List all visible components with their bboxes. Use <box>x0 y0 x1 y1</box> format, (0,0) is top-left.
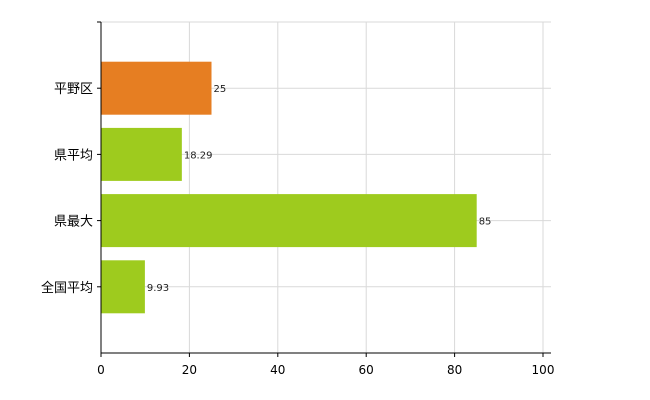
x-tick-label: 60 <box>359 363 374 377</box>
bar-2 <box>101 194 477 248</box>
category-label-0: 平野区 <box>54 82 93 97</box>
x-tick-label: 80 <box>447 363 462 377</box>
x-tick-label: 0 <box>97 363 105 377</box>
bars <box>101 61 477 314</box>
x-tick-label: 100 <box>532 363 555 377</box>
data-label-2: 85 <box>479 217 492 228</box>
x-tick-label: 40 <box>270 363 285 377</box>
data-label-3: 9.93 <box>147 283 169 294</box>
x-tick-label: 20 <box>182 363 197 377</box>
data-label-0: 25 <box>214 84 227 95</box>
category-label-2: 県最大 <box>54 215 93 230</box>
bar-3 <box>101 260 145 314</box>
category-label-3: 全国平均 <box>41 280 93 296</box>
bar-0 <box>101 61 212 115</box>
bar-1 <box>101 127 182 181</box>
axes <box>97 21 551 357</box>
category-label-1: 県平均 <box>54 148 93 163</box>
data-label-1: 18.29 <box>184 150 213 161</box>
